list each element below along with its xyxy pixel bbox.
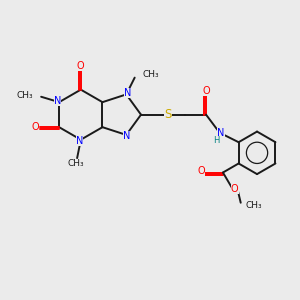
- Text: N: N: [218, 128, 225, 138]
- Text: S: S: [164, 108, 172, 121]
- Text: N: N: [54, 96, 61, 106]
- Text: O: O: [31, 122, 39, 132]
- Text: CH₃: CH₃: [16, 91, 33, 100]
- Text: N: N: [124, 88, 131, 98]
- Text: O: O: [202, 86, 210, 97]
- Text: CH₃: CH₃: [67, 160, 84, 169]
- Text: N: N: [123, 131, 130, 141]
- Text: H: H: [213, 136, 220, 145]
- Text: CH₃: CH₃: [245, 201, 262, 210]
- Text: CH₃: CH₃: [142, 70, 159, 79]
- Text: N: N: [76, 136, 83, 146]
- Text: O: O: [197, 166, 205, 176]
- Text: O: O: [231, 184, 238, 194]
- Text: O: O: [77, 61, 85, 71]
